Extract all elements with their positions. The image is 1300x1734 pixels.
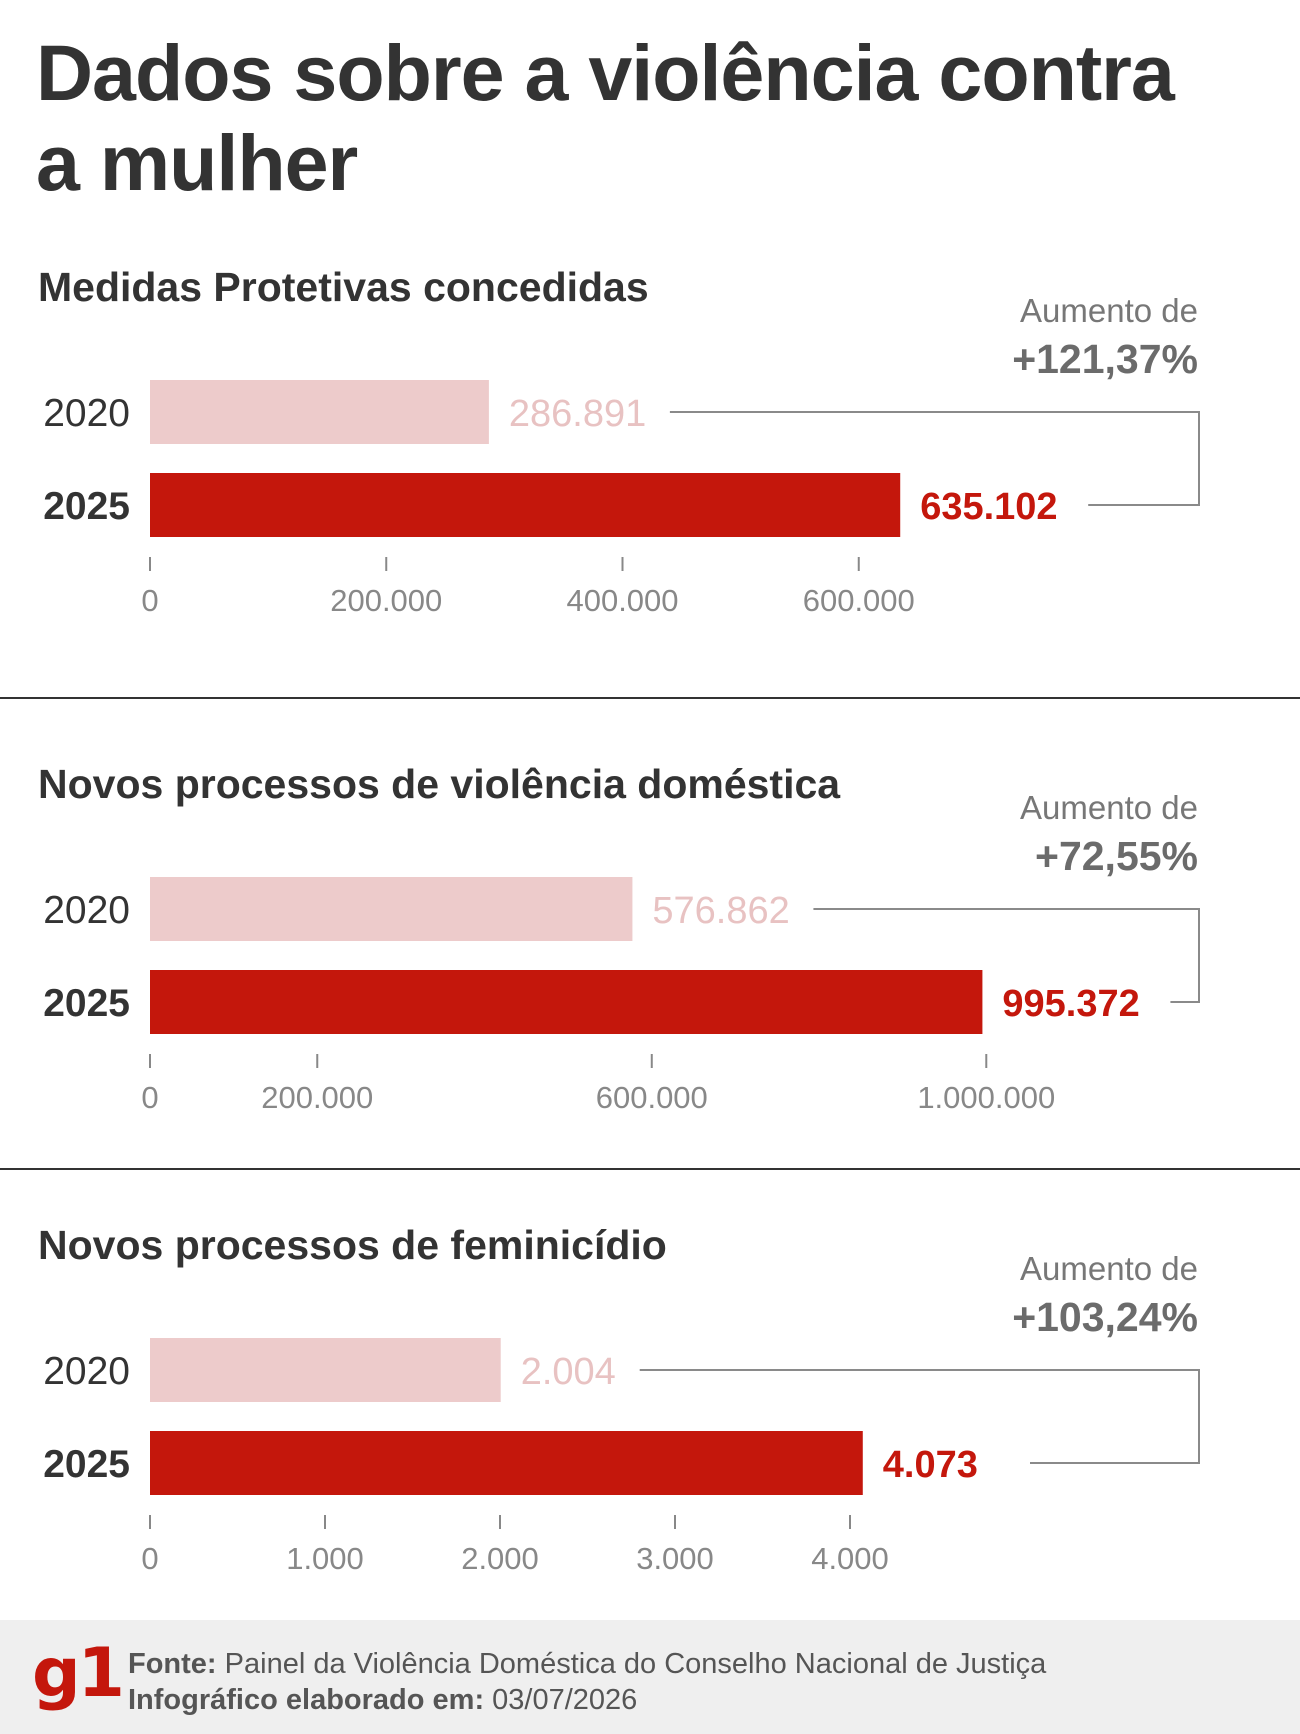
annotation-bracket <box>669 411 1200 506</box>
chart-title: Novos processos de feminicídio <box>38 1222 667 1268</box>
source-text: Painel da Violência Doméstica do Conselh… <box>224 1648 1047 1680</box>
tick-label: 200.000 <box>261 1080 373 1115</box>
date-label: Infográfico elaborado em: <box>128 1684 485 1716</box>
chart-feminicidio: Novos processos de feminicídio Aumento de… <box>0 1198 1300 1638</box>
category-label: 2020 <box>43 1350 130 1393</box>
tick-label: 1.000 <box>286 1541 364 1576</box>
chart-title: Novos processos de violência doméstica <box>38 761 841 807</box>
value-label: 995.372 <box>1002 983 1139 1025</box>
annotation-value: +121,37% <box>1012 336 1198 382</box>
source-label: Fonte: <box>128 1648 217 1680</box>
value-label: 286.891 <box>509 393 646 435</box>
tick-label: 0 <box>141 1541 158 1576</box>
tick-label: 600.000 <box>803 583 915 618</box>
tick-label: 0 <box>141 1080 158 1115</box>
date-text: 03/07/2026 <box>492 1684 638 1716</box>
tick-label: 3.000 <box>636 1541 714 1576</box>
value-label: 2.004 <box>521 1351 616 1393</box>
tick-label: 600.000 <box>596 1080 708 1115</box>
bar-2020 <box>150 1338 501 1402</box>
footer: g1 Fonte: Painel da Violência Doméstica … <box>0 1620 1300 1734</box>
category-label: 2025 <box>43 1443 130 1486</box>
page-title: Dados sobre a violência contra a mulher <box>36 28 1175 207</box>
chart-svg: Novos processos de feminicídio Aumento de… <box>38 1222 1200 1576</box>
category-label: 2025 <box>43 485 130 528</box>
chart-medidas-protetivas: Medidas Protetivas concedidas Aumento de +… <box>0 240 1300 680</box>
annotation-bracket <box>813 908 1200 1003</box>
tick-label: 0 <box>141 583 158 618</box>
annotation-label: Aumento de <box>1020 789 1198 826</box>
bar-2020 <box>150 877 633 941</box>
category-label: 2020 <box>43 889 130 932</box>
tick-label: 400.000 <box>566 583 678 618</box>
value-label: 635.102 <box>920 486 1057 528</box>
g1-logo: g1 <box>32 1634 125 1713</box>
chart-svg: Novos processos de violência doméstica Au… <box>38 761 1200 1115</box>
annotation-value: +72,55% <box>1035 833 1198 879</box>
annotation-value: +103,24% <box>1012 1294 1198 1340</box>
bar-2025 <box>150 1431 863 1495</box>
tick-label: 200.000 <box>330 583 442 618</box>
annotation-bracket <box>639 1369 1200 1464</box>
value-label: 4.073 <box>883 1444 978 1486</box>
section-divider <box>0 697 1300 699</box>
chart-title: Medidas Protetivas concedidas <box>38 264 649 310</box>
category-label: 2025 <box>43 982 130 1025</box>
chart-svg: Medidas Protetivas concedidas Aumento de +… <box>38 264 1200 618</box>
tick-label: 4.000 <box>811 1541 889 1576</box>
annotation-label: Aumento de <box>1020 1250 1198 1287</box>
value-label: 576.862 <box>652 890 789 932</box>
category-label: 2020 <box>43 392 130 435</box>
section-divider <box>0 1168 1300 1170</box>
source-line: Fonte: Painel da Violência Doméstica do … <box>128 1648 1046 1681</box>
bar-2025 <box>150 473 901 537</box>
bar-2025 <box>150 970 983 1034</box>
annotation-label: Aumento de <box>1020 292 1198 329</box>
tick-label: 1.000.000 <box>917 1080 1055 1115</box>
tick-label: 2.000 <box>461 1541 539 1576</box>
chart-violencia-domestica: Novos processos de violência doméstica Au… <box>0 737 1300 1177</box>
date-line: Infográfico elaborado em: 03/07/2026 <box>128 1684 637 1717</box>
bar-2020 <box>150 380 489 444</box>
